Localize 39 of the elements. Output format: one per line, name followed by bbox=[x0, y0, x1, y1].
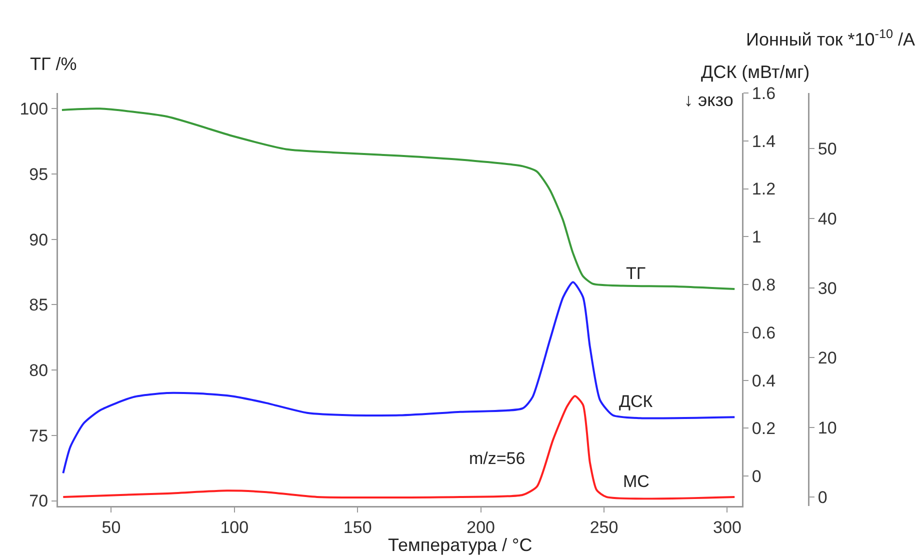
x-tick-label: 100 bbox=[220, 518, 249, 537]
y-tick-label: 80 bbox=[29, 361, 48, 380]
y2-tick-label: 1.6 bbox=[752, 84, 776, 103]
y3-tick-label: 10 bbox=[818, 418, 837, 438]
y3-tick-label: 0 bbox=[818, 488, 828, 507]
y-tick-label: 100 bbox=[20, 100, 48, 119]
y3-tick-label: 40 bbox=[818, 209, 837, 228]
y3-tick-label: 30 bbox=[818, 278, 837, 298]
y2-tick-label: 1.4 bbox=[752, 132, 776, 151]
y2-axis-title: ДСК (мВт/мг) bbox=[701, 62, 810, 82]
y-tick-label: 70 bbox=[29, 492, 48, 511]
y-tick-label: 75 bbox=[29, 426, 48, 446]
y2-tick-label: 1.2 bbox=[752, 180, 776, 199]
line-series bbox=[60, 108, 736, 290]
y3-tick-label: 50 bbox=[818, 140, 837, 159]
x-tick-label: 250 bbox=[590, 518, 618, 537]
y2-tick-label: 0.2 bbox=[752, 419, 776, 438]
y2-tick-label: 0.4 bbox=[752, 371, 776, 390]
series-label: ТГ bbox=[626, 264, 646, 283]
annotation: ↓ экзо bbox=[684, 90, 734, 110]
x-tick-label: 300 bbox=[713, 518, 742, 537]
y2-tick-label: 1 bbox=[752, 228, 762, 247]
x-tick-label: 50 bbox=[102, 518, 121, 537]
x-tick-label: 200 bbox=[466, 518, 496, 537]
y-tick-label: 85 bbox=[29, 296, 48, 315]
y-tick-label: 95 bbox=[29, 164, 48, 184]
series-label: МС bbox=[623, 472, 650, 491]
annotation: m/z=56 bbox=[469, 449, 526, 468]
y2-tick-label: 0.6 bbox=[752, 323, 776, 342]
y-axis-title: ТГ /% bbox=[30, 54, 77, 74]
y3-tick-label: 20 bbox=[818, 348, 837, 368]
series-label: ДСК bbox=[619, 392, 653, 411]
y-tick-label: 90 bbox=[29, 230, 48, 250]
y3-axis-title: Ионный ток *10$^{-10}$ /A bbox=[746, 27, 915, 50]
y2-tick-label: 0.8 bbox=[752, 275, 776, 294]
x-tick-label: 150 bbox=[343, 518, 372, 537]
x-axis-title: Температура / °C bbox=[388, 535, 532, 555]
y2-tick-label: 0 bbox=[752, 467, 762, 486]
line-series bbox=[62, 281, 736, 474]
